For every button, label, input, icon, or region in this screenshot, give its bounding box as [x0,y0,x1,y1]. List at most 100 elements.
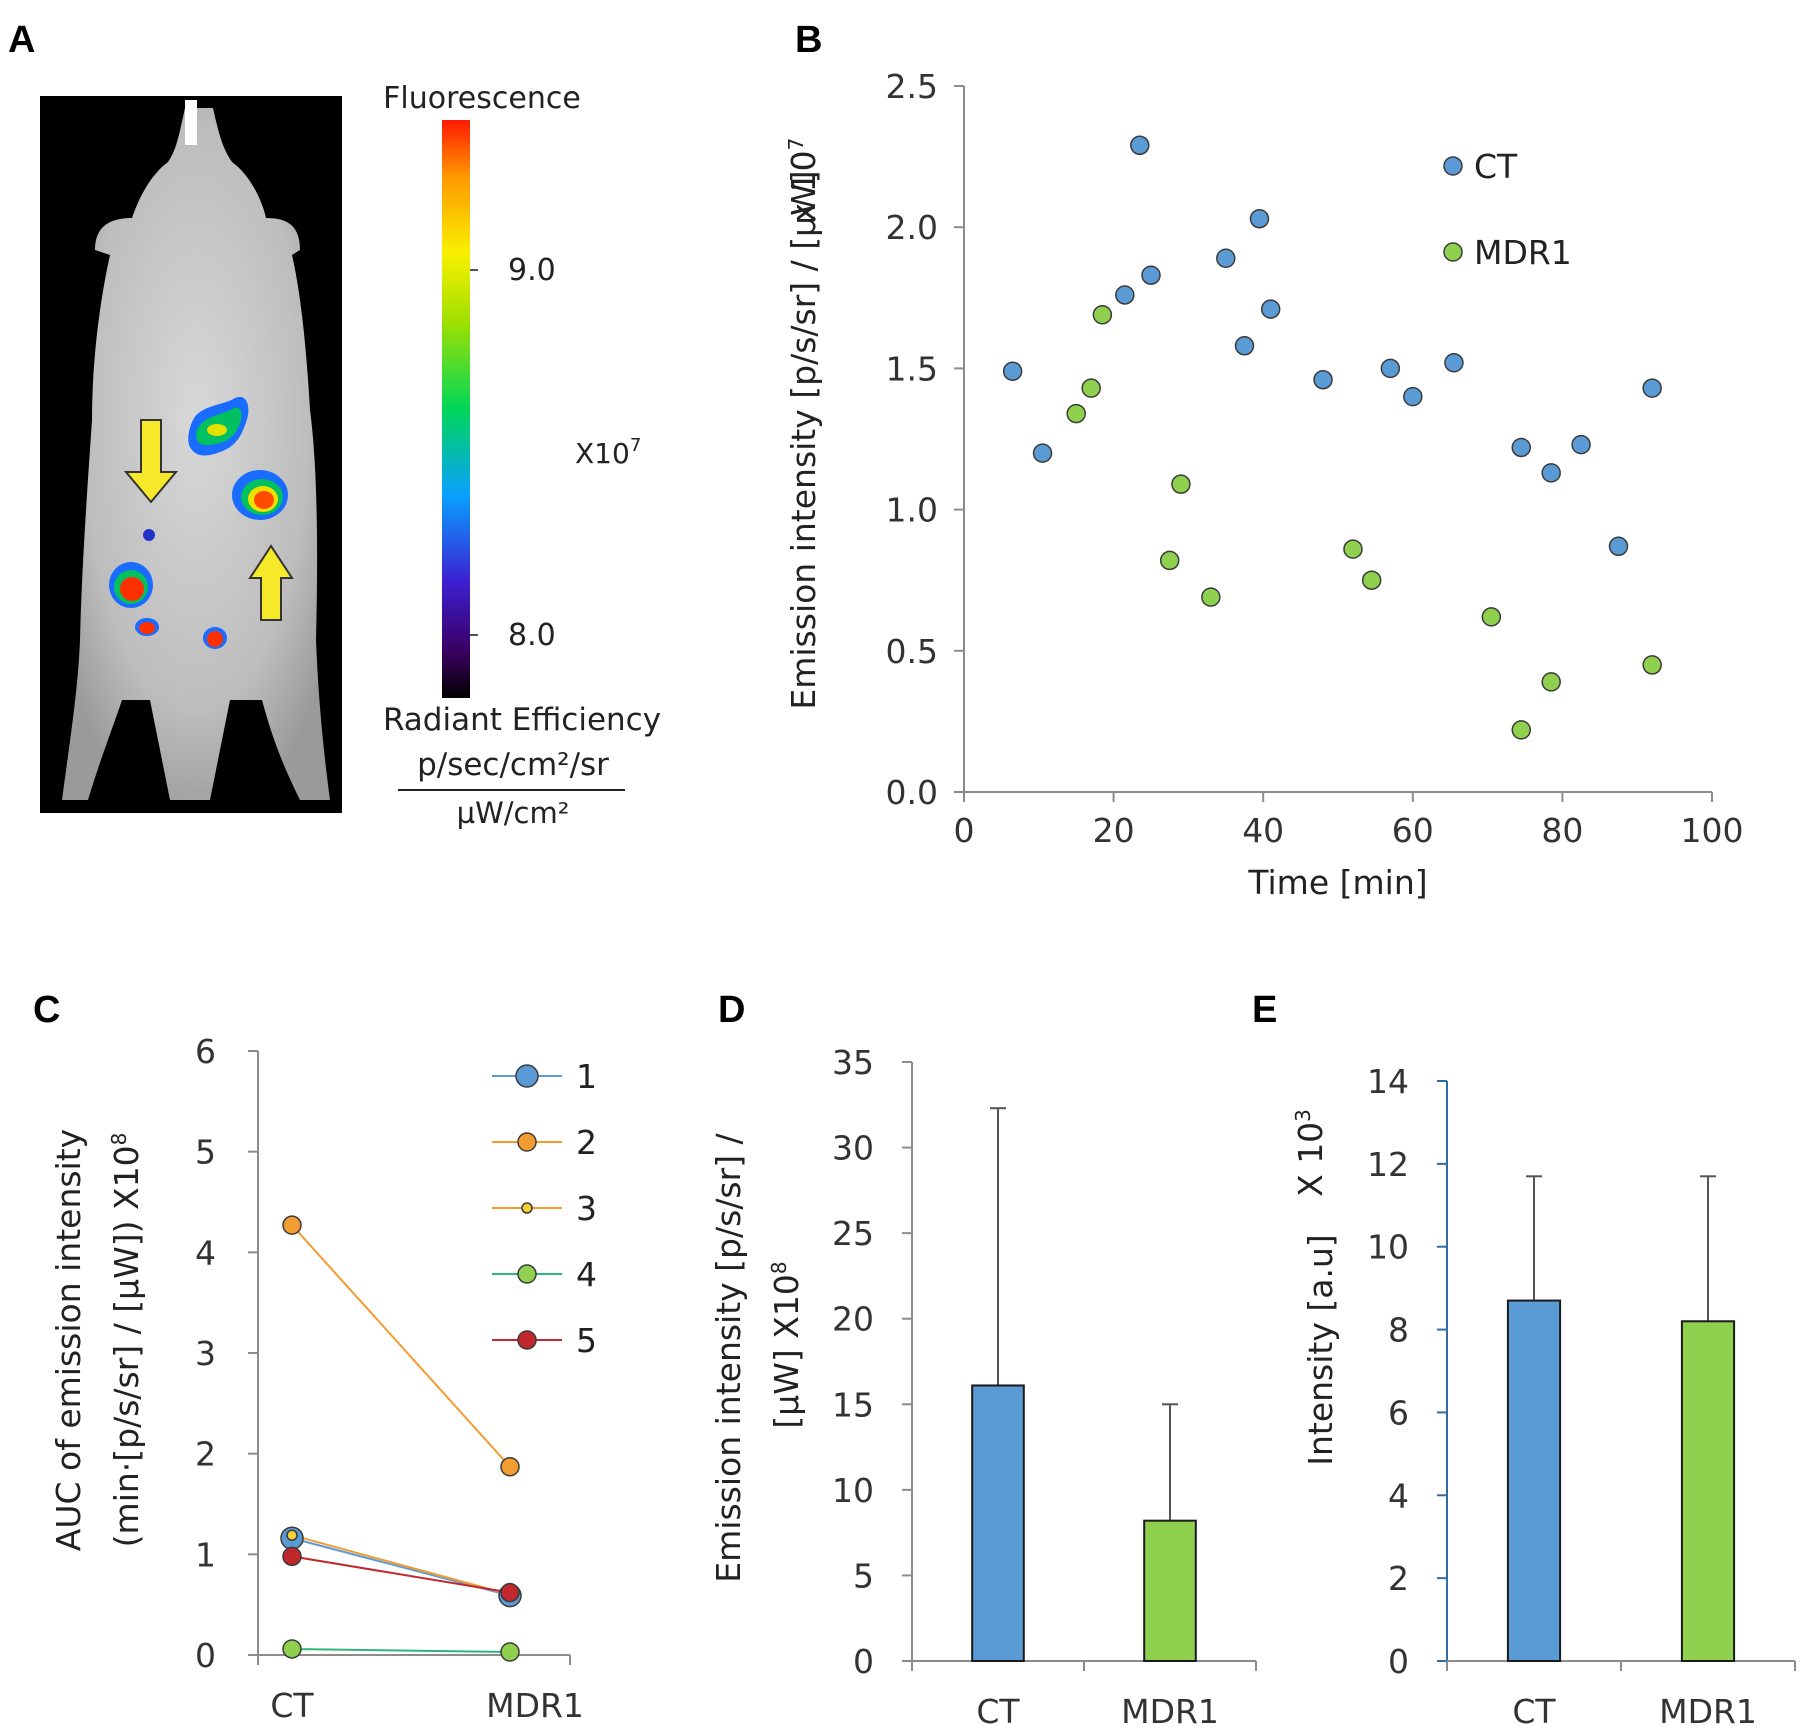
series-point-4 [500,1642,520,1662]
scatter-point-ct [1260,299,1281,319]
scatter-point-ct [1380,358,1401,379]
legend-label-ct: CT [1474,147,1518,186]
y-axis-multiplier-exp: 3 [1291,1109,1315,1122]
panel-label-a: A [8,19,35,61]
mouse-fluorescence-image [40,96,342,813]
legend-label-3: 3 [576,1189,597,1228]
y-tick-label: 35 [832,1043,874,1082]
panel-a: A Fluorescence [8,19,661,830]
legend-marker-5 [517,1330,537,1350]
y-tick-label: 1.0 [886,491,938,530]
series-point-2 [282,1215,302,1235]
y-axis-label-line1: AUC of emission intensity [49,1129,88,1551]
scatter-point-ct [1115,285,1135,305]
series-point-5 [500,1582,520,1603]
panel-label-d: D [718,989,745,1031]
y-tick-label: 8 [1388,1311,1409,1350]
y-tick-label: 14 [1367,1062,1409,1101]
scatter-point-mdr1 [1092,304,1113,325]
panel-label-b: B [795,19,822,61]
scatter-point-ct [1444,353,1464,373]
x-tick-label: 20 [1093,811,1135,850]
colorbar-unit-numerator: p/sec/cm²/sr [417,747,609,783]
y-tick-label: 15 [832,1385,874,1424]
legend-label-2: 2 [576,1123,597,1162]
series-line-4 [291,1647,511,1653]
scatter-point-ct [1032,443,1053,463]
colorbar-tick-low: 8.0 [508,618,556,653]
y-tick-label: 0 [1388,1642,1409,1681]
y-tick-label: 1 [195,1535,216,1574]
scatter-point-mdr1 [1361,570,1382,590]
scatter-point-ct [1249,208,1270,229]
bar-ct [1506,1299,1562,1662]
y-axis-multiplier-exp: 7 [784,138,808,151]
legend-marker-3 [521,1202,533,1214]
series-line-2 [291,1224,511,1468]
colorbar-unit-denominator: µW/cm² [457,796,570,830]
x-category-label: CT [976,1692,1020,1731]
y-axis-label-line2: [µW] X108 [767,1261,806,1428]
series-point-2 [500,1457,520,1477]
y-axis-multiplier: X 103 [1291,1109,1330,1197]
legend-marker-mdr1 [1443,242,1463,262]
scatter-point-mdr1 [1171,474,1191,494]
legend-marker-4 [517,1264,537,1284]
y-tick-label: 2 [195,1435,216,1474]
panel-d-bar: D 0 5 10 15 20 25 30 35 CT MDR1 Emission intensity… [709,989,1257,1731]
scatter-point-ct [1234,336,1255,356]
colorbar-multiplier: X107 [575,435,641,470]
panel-label-c: C [33,989,60,1031]
y-axis-multiplier: x 107 [784,138,823,223]
scatter-point-ct [1571,434,1591,455]
panel-b-scatter: B 0.0 0.5 1.0 1.5 2.0 2.5 0 20 40 60 80 100 Time [mi… [784,19,1744,902]
y-tick-label: 5 [195,1133,216,1172]
scatter-point-ct [1608,536,1629,557]
scatter-point-ct [1403,386,1423,407]
y-tick-label: 4 [195,1233,216,1272]
y-tick-label: 6 [195,1032,216,1071]
scatter-point-mdr1 [1081,378,1101,398]
colorbar-tick-high: 9.0 [508,253,556,288]
scatter-point-mdr1 [1066,403,1086,424]
scatter-point-ct [1511,437,1532,458]
y-axis-label-exp: 8 [107,1133,131,1146]
legend-label-mdr1: MDR1 [1474,233,1572,272]
scatter-point-ct [1541,463,1561,483]
y-tick-label: 0 [853,1642,874,1681]
scatter-point-mdr1 [1642,655,1662,675]
colorbar [442,120,470,698]
series-line-5 [291,1555,511,1594]
y-tick-label: 0 [195,1636,216,1675]
colorbar-title: Fluorescence [383,81,581,116]
y-tick-label: 12 [1367,1145,1409,1184]
scatter-point-ct [1130,135,1150,156]
scatter-point-mdr1 [1511,720,1532,740]
x-tick-label: 40 [1242,811,1284,850]
y-tick-label: 3 [195,1334,216,1373]
y-axis-multiplier-base: X 10 [1291,1122,1330,1197]
y-tick-label: 30 [832,1129,874,1168]
x-category-label: CT [270,1686,314,1725]
panel-e-bar: E 0 2 4 6 8 10 12 14 CT MDR1 Intensity [a.u] X 103 [1252,989,1796,1731]
bar-mdr1 [1143,1519,1197,1662]
y-tick-label: 5 [853,1556,874,1595]
y-tick-label: 6 [1388,1393,1409,1432]
x-tick-label: 0 [954,811,975,850]
x-tick-label: 60 [1392,811,1434,850]
scatter-point-ct [1002,361,1023,381]
y-tick-label: 20 [832,1300,874,1339]
series-line-3 [291,1534,511,1596]
colorbar-unit-line1: Radiant Efficiency [383,702,661,738]
y-tick-label: 25 [832,1214,874,1253]
y-tick-label: 4 [1388,1476,1409,1515]
panel-c-line: C 0 1 2 3 4 5 6 CT MDR1 AUC of emission intensity… [33,989,597,1725]
x-axis-label: Time [min] [1247,863,1427,902]
x-category-label: MDR1 [1659,1692,1757,1731]
legend-marker-2 [517,1132,537,1152]
x-category-label: MDR1 [1121,1692,1219,1731]
scatter-point-ct [1141,265,1161,285]
y-axis-label: Intensity [a.u] [1301,1234,1340,1466]
scatter-point-ct [1642,378,1662,398]
